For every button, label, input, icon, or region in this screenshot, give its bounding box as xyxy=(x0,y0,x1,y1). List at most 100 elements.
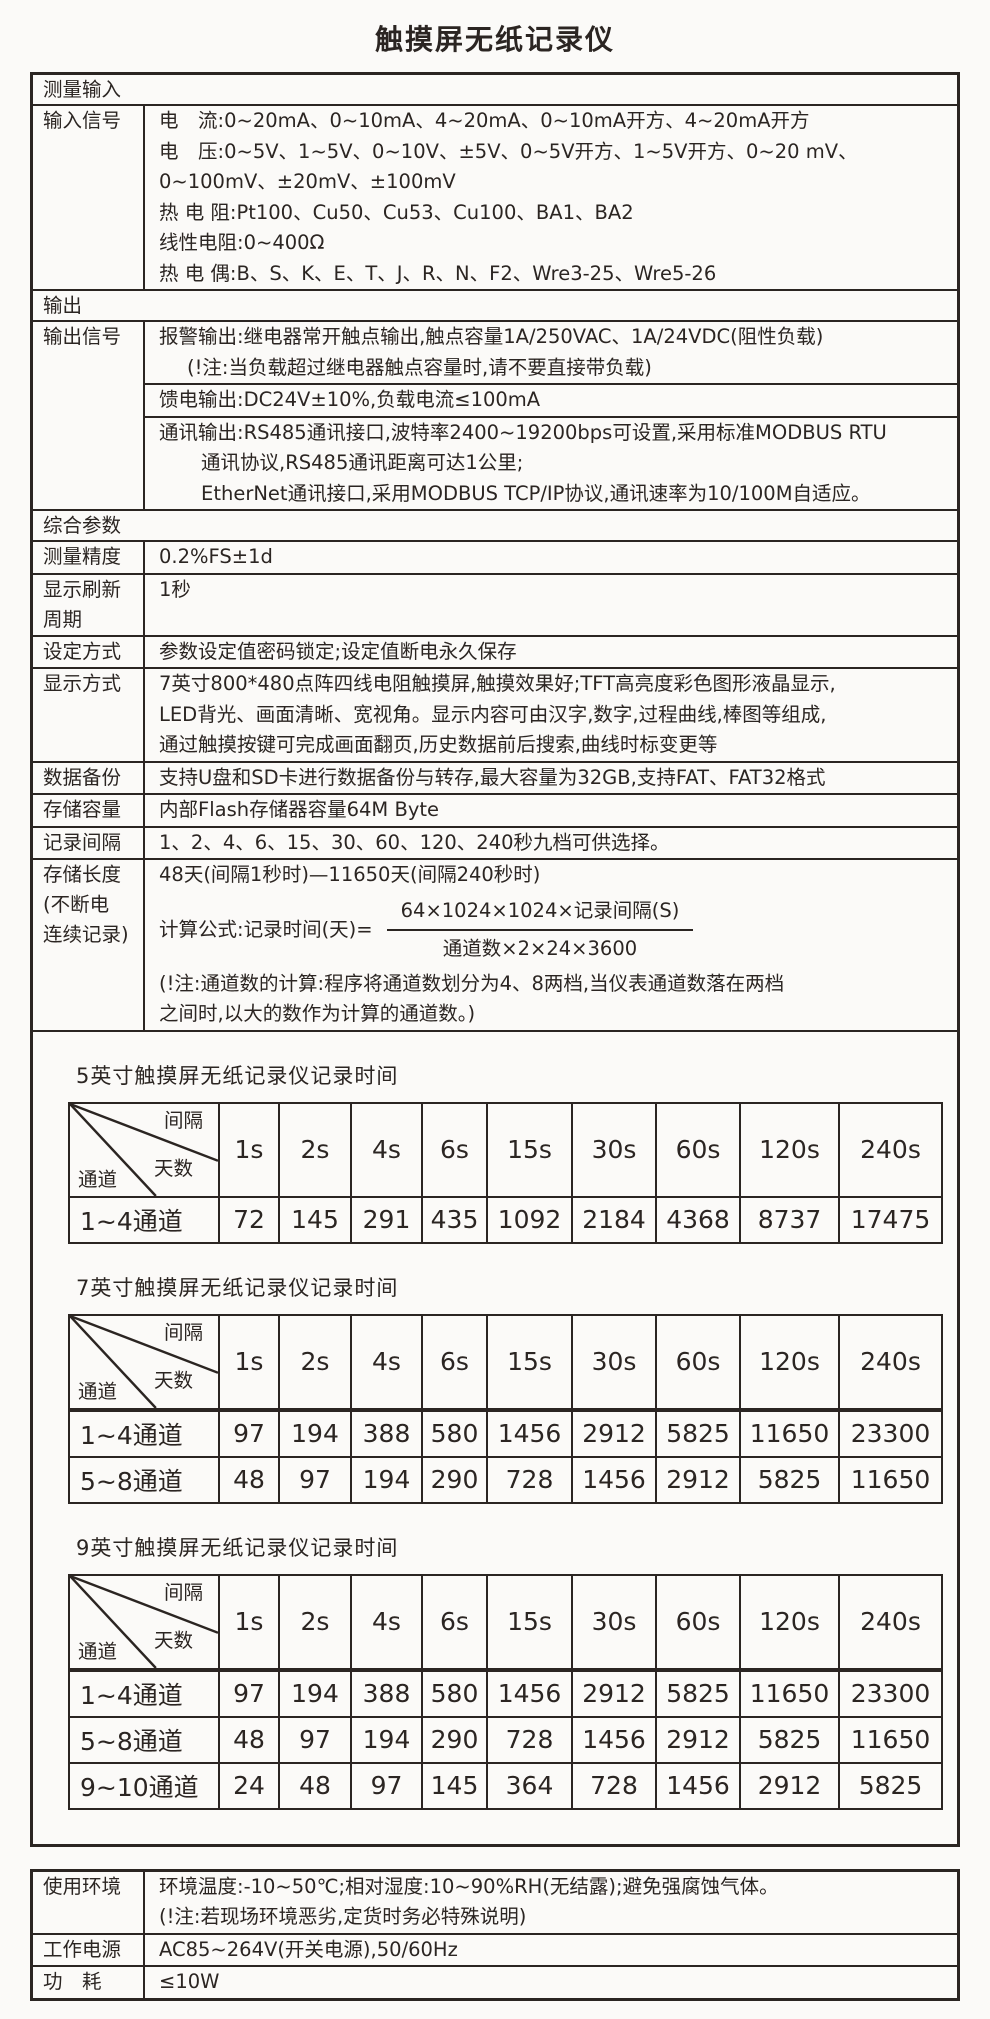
record-value-cell: 97 xyxy=(350,1761,423,1810)
record-value-cell: 48 xyxy=(218,1455,280,1504)
corner-label-interval: 间隔 xyxy=(164,1580,204,1604)
record-table: 间隔 天数 通道 1s 2s 4s 6s 15s 30s 60s 120s 240s 1~4通道 97 19… xyxy=(68,1573,943,1810)
interval-header-cell: 120s xyxy=(739,1313,840,1412)
record-value-cell: 145 xyxy=(421,1761,488,1810)
record-value-cell: 2912 xyxy=(739,1761,840,1810)
spec-line: 之间时,以大的数作为计算的通道数。) xyxy=(159,1002,476,1025)
spec-line: 电 流:0~20mA、0~10mA、4~20mA、0~10mA开方、4~20mA… xyxy=(159,109,810,132)
spec-content: 环境温度:-10~50℃;相对湿度:10~90%RH(无结露);避免强腐蚀气体。… xyxy=(145,1872,957,1933)
spec-row: 输出信号 报警输出:继电器常开触点输出,触点容量1A/250VAC、1A/24VD… xyxy=(33,320,957,509)
record-header-row: 间隔 天数 通道 1s 2s 4s 6s 15s 30s 60s 120s 240s xyxy=(68,1313,943,1412)
record-value-cell: 24 xyxy=(218,1761,280,1810)
record-value-cell: 1456 xyxy=(486,1668,573,1718)
interval-header-cell: 30s xyxy=(571,1573,657,1672)
corner-cell: 间隔 天数 通道 xyxy=(68,1101,220,1198)
record-value-cell: 4368 xyxy=(655,1195,741,1244)
record-value-cell: 97 xyxy=(278,1455,352,1504)
record-value-cell: 2184 xyxy=(571,1195,657,1244)
spec-label-line: 设定方式 xyxy=(43,639,122,663)
spec-content: 7英寸800*480点阵四线电阻触摸屏,触摸效果好;TFT高亮度彩色图形液晶显示… xyxy=(145,669,957,761)
record-value-cell: 48 xyxy=(278,1761,352,1810)
spec-label: 功 耗 xyxy=(33,1967,145,1998)
record-value-cell: 97 xyxy=(218,1408,280,1458)
record-value-cell: 1456 xyxy=(486,1408,573,1458)
record-value-cell: 5825 xyxy=(739,1715,840,1764)
channel-row-label: 1~4通道 xyxy=(68,1195,220,1244)
fraction-denominator: 通道数×2×24×3600 xyxy=(442,937,638,960)
spec-content: 内部Flash存储器容量64M Byte xyxy=(145,795,957,826)
spec-content: 0.2%FS±1d xyxy=(145,542,957,573)
record-table-title: 7英寸触摸屏无纸记录仪记录时间 xyxy=(76,1275,399,1300)
spec-subrow: 馈电输出:DC24V±10%,负载电流≤100mA xyxy=(145,383,957,416)
spec-content: 报警输出:继电器常开触点输出,触点容量1A/250VAC、1A/24VDC(阻性… xyxy=(145,322,957,509)
spec-label: 输入信号 xyxy=(33,106,145,289)
spec-label: 显示刷新 周期 xyxy=(33,574,145,635)
interval-header-cell: 120s xyxy=(739,1573,840,1672)
record-value-cell: 23300 xyxy=(838,1408,943,1458)
spec-label: 显示方式 xyxy=(33,669,145,761)
spec-line: (!注:当负载超过继电器触点容量时,请不要直接带负载) xyxy=(187,355,652,379)
record-value-cell: 291 xyxy=(350,1195,423,1244)
spec-label-line: 测量精度 xyxy=(43,545,122,568)
spec-subrow: 0.2%FS±1d xyxy=(145,542,957,573)
record-value-cell: 5825 xyxy=(655,1668,741,1718)
record-value-cell: 97 xyxy=(218,1668,280,1718)
record-value-cell: 1456 xyxy=(655,1761,741,1810)
spec-line: 环境温度:-10~50℃;相对湿度:10~90%RH(无结露);避免强腐蚀气体。 xyxy=(159,1874,779,1898)
record-data-row: 1~4通道 72 145 291 435 1092 2184 4368 8737 17475 xyxy=(68,1195,943,1244)
interval-header-cell: 240s xyxy=(838,1101,943,1198)
spec-label-line: 显示刷新 xyxy=(43,577,122,601)
record-value-cell: 388 xyxy=(350,1408,423,1458)
environment-table: 使用环境 环境温度:-10~50℃;相对湿度:10~90%RH(无结露);避免强腐… xyxy=(30,1868,960,2001)
interval-header-cell: 240s xyxy=(838,1573,943,1672)
spec-line: 线性电阻:0~400Ω xyxy=(159,231,325,254)
spec-content: AC85~264V(开关电源),50/60Hz xyxy=(145,1935,957,1966)
spec-section-row: 输出 xyxy=(33,289,957,320)
diagonal-split-icon xyxy=(70,1103,218,1196)
interval-header-cell: 2s xyxy=(278,1313,352,1412)
interval-header-cell: 1s xyxy=(218,1573,280,1672)
spec-label-line: 显示方式 xyxy=(43,672,122,695)
spec-label-line: 记录间隔 xyxy=(43,830,122,854)
spec-line: 通讯输出:RS485通讯接口,波特率2400~19200bps可设置,采用标准M… xyxy=(159,420,887,444)
spec-row: 功 耗 ≤10W xyxy=(33,1965,957,1998)
spec-line: AC85~264V(开关电源),50/60Hz xyxy=(159,1937,458,1961)
storage-formula: 计算公式:记录时间(天)= 64×1024×1024×记录间隔(S) 通道数×2×2… xyxy=(159,896,951,965)
interval-header-cell: 240s xyxy=(838,1313,943,1412)
interval-header-cell: 15s xyxy=(486,1313,573,1412)
spec-row: 工作电源 AC85~264V(开关电源),50/60Hz xyxy=(33,1932,957,1966)
record-value-cell: 2912 xyxy=(655,1455,741,1504)
record-value-cell: 1092 xyxy=(486,1195,573,1244)
spec-subrow: 1、2、4、6、15、30、60、120、240秒九档可供选择。 xyxy=(145,828,957,859)
spec-row: 记录间隔 1、2、4、6、15、30、60、120、240秒九档可供选择。 xyxy=(33,825,957,859)
record-data-row: 9~10通道 24 48 97 145 364 728 1456 2912 5825 xyxy=(68,1761,943,1810)
spec-row: 显示刷新 周期 1秒 xyxy=(33,572,957,635)
interval-header-cell: 60s xyxy=(655,1101,741,1198)
corner-label-interval: 间隔 xyxy=(164,1108,204,1132)
spec-content: 1秒 xyxy=(145,575,957,635)
record-value-cell: 194 xyxy=(350,1455,423,1504)
corner-label-days: 天数 xyxy=(154,1368,194,1392)
spec-section-row: 综合参数 xyxy=(33,509,957,540)
record-value-cell: 11650 xyxy=(739,1408,840,1458)
interval-header-cell: 2s xyxy=(278,1573,352,1672)
record-value-cell: 11650 xyxy=(838,1455,943,1504)
interval-header-cell: 6s xyxy=(421,1313,488,1412)
interval-header-cell: 4s xyxy=(350,1573,423,1672)
spec-line: 通过触摸按键可完成画面翻页,历史数据前后搜索,曲线时标变更等 xyxy=(159,733,718,756)
record-value-cell: 728 xyxy=(486,1455,573,1504)
interval-header-cell: 15s xyxy=(486,1573,573,1672)
record-table-section: 5英寸触摸屏无纸记录仪记录时间 间隔 天数 通道 1s 2s 4s 6s 15s 30s 60s 12… xyxy=(68,1060,957,1244)
spec-subrow: ≤10W xyxy=(145,1967,957,1998)
spec-subrow: 通讯输出:RS485通讯接口,波特率2400~19200bps可设置,采用标准M… xyxy=(145,415,957,510)
spec-row: 测量精度 0.2%FS±1d xyxy=(33,540,957,573)
spec-line: 热 电 偶:B、S、K、E、T、J、R、N、F2、Wre3-25、Wre5-26 xyxy=(159,261,717,285)
interval-header-cell: 60s xyxy=(655,1573,741,1672)
spec-subrow: 1秒 xyxy=(145,575,957,606)
spec-row: 使用环境 环境温度:-10~50℃;相对湿度:10~90%RH(无结露);避免强腐… xyxy=(33,1871,957,1933)
formula-prefix: 计算公式:记录时间(天)= xyxy=(159,917,373,941)
spec-content: 参数设定值密码锁定;设定值断电永久保存 xyxy=(145,637,957,668)
spec-label-line: 存储长度 xyxy=(43,863,122,886)
spec-content: 48天(间隔1秒时)—11650天(间隔240秒时) 计算公式:记录时间(天)= 6… xyxy=(145,860,957,1030)
spec-subrow: 7英寸800*480点阵四线电阻触摸屏,触摸效果好;TFT高亮度彩色图形液晶显示… xyxy=(145,669,957,761)
